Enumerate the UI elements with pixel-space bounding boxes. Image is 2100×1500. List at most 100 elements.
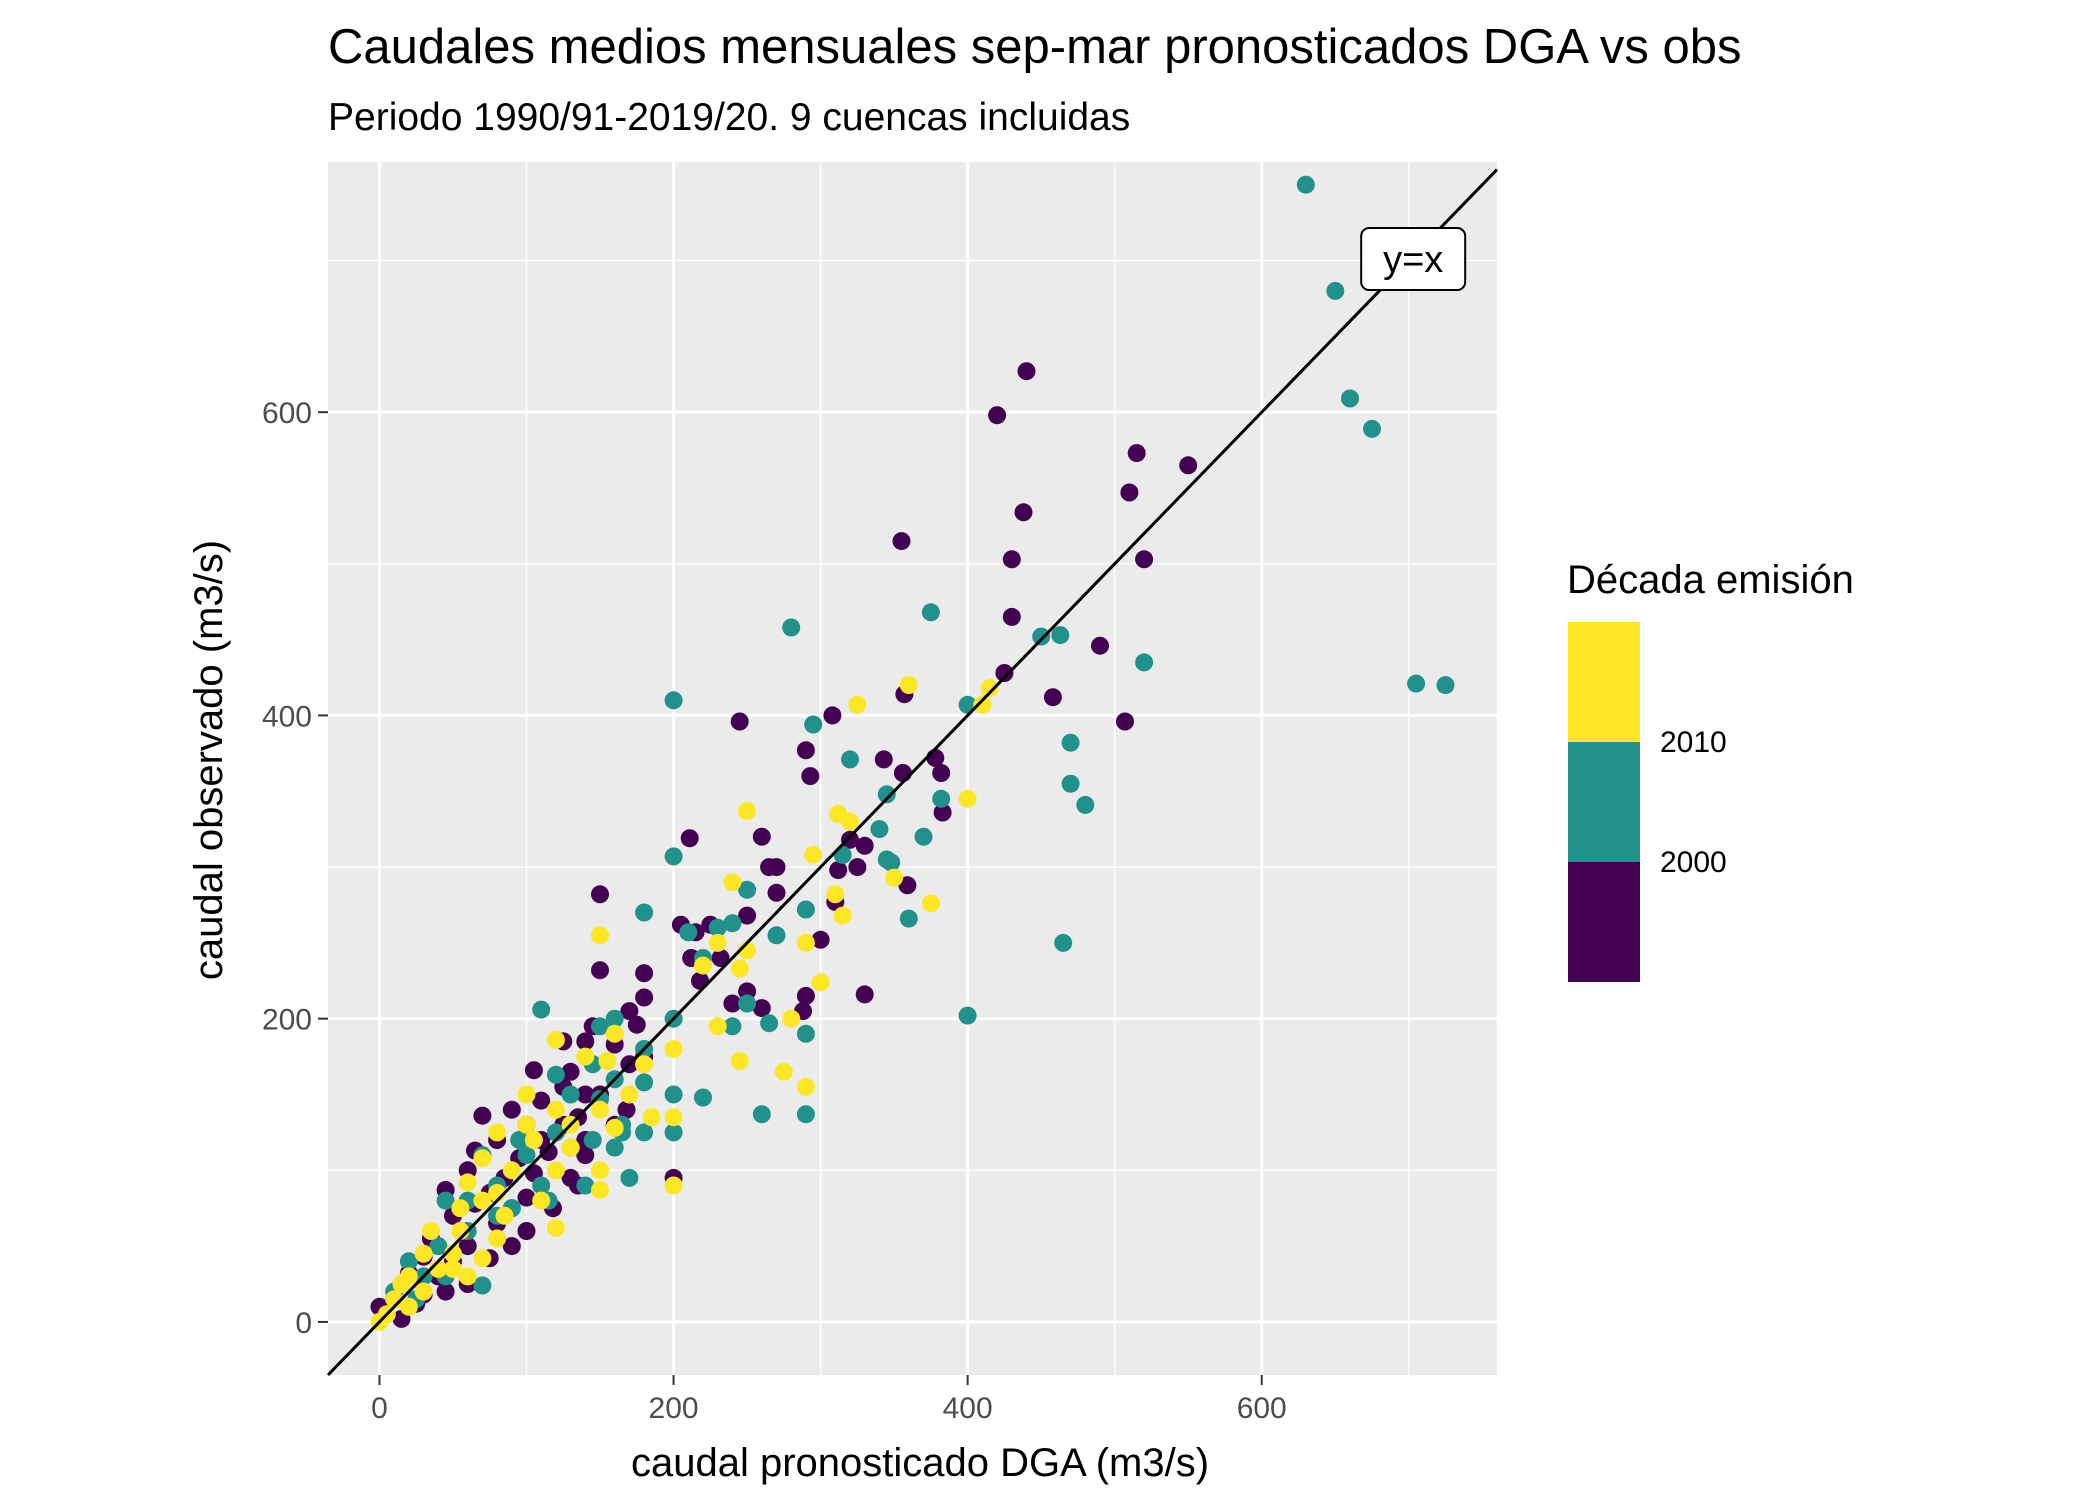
x-tick-label: 0 <box>371 1392 388 1425</box>
data-point <box>436 1191 455 1210</box>
data-point <box>708 933 727 952</box>
data-point <box>510 1131 529 1149</box>
data-point <box>620 1002 639 1021</box>
data-point <box>473 1106 492 1125</box>
y-tick-label: 400 <box>262 700 312 733</box>
data-point <box>804 715 823 734</box>
data-point <box>635 988 654 1007</box>
data-point <box>664 691 683 710</box>
data-point <box>932 764 951 782</box>
data-point <box>561 1138 580 1157</box>
chart-title: Caudales medios mensuales sep-mar pronos… <box>328 20 1742 74</box>
data-point <box>723 873 742 892</box>
data-point <box>774 1062 793 1081</box>
data-point <box>841 750 859 769</box>
data-point <box>635 903 654 922</box>
data-point <box>738 880 757 899</box>
data-point <box>782 618 801 637</box>
data-point <box>796 900 815 919</box>
x-tick-label: 400 <box>943 1392 993 1425</box>
data-point <box>848 858 867 877</box>
legend-swatch <box>1568 742 1640 862</box>
data-point <box>458 1237 477 1256</box>
data-point <box>723 994 742 1013</box>
data-point <box>1061 774 1080 793</box>
data-point <box>488 1123 507 1142</box>
data-point <box>502 1100 521 1119</box>
data-point <box>576 1047 595 1066</box>
data-point <box>517 1188 536 1207</box>
data-point <box>680 829 699 848</box>
data-point <box>841 830 859 849</box>
data-point <box>823 706 842 725</box>
data-point <box>1032 627 1051 646</box>
data-point <box>796 741 815 760</box>
data-point <box>995 664 1014 682</box>
data-point <box>583 1131 602 1149</box>
data-point <box>429 1237 448 1256</box>
data-point <box>664 1123 683 1142</box>
reference-line <box>326 168 1499 1377</box>
data-point <box>546 1218 565 1237</box>
data-point <box>576 1032 595 1051</box>
data-point <box>473 1191 492 1210</box>
data-point <box>605 1024 624 1043</box>
data-point <box>591 961 609 980</box>
data-point <box>855 985 874 1004</box>
data-point <box>833 906 852 925</box>
data-point <box>892 532 911 551</box>
data-point <box>829 861 848 880</box>
data-point <box>1076 795 1095 814</box>
data-point <box>620 1085 639 1104</box>
data-point <box>488 1229 507 1248</box>
data-point <box>708 1017 727 1036</box>
data-point <box>914 827 933 846</box>
data-point <box>1127 444 1146 463</box>
data-point <box>664 847 683 866</box>
data-point <box>885 868 904 887</box>
data-point <box>539 1143 558 1162</box>
data-point <box>517 1085 536 1104</box>
data-point <box>1135 653 1154 672</box>
data-point <box>899 676 918 695</box>
data-point <box>414 1282 433 1301</box>
data-point <box>730 712 749 731</box>
data-point <box>532 1091 551 1110</box>
data-point <box>1436 676 1455 695</box>
data-point <box>444 1259 462 1278</box>
data-point <box>502 1161 521 1180</box>
data-point <box>932 789 951 808</box>
data-point <box>1179 456 1198 475</box>
data-point <box>811 973 830 992</box>
data-point <box>617 1100 636 1119</box>
data-point <box>591 1161 609 1180</box>
data-point <box>473 1276 492 1295</box>
data-point <box>1341 389 1359 408</box>
y-tick-label: 600 <box>262 397 312 430</box>
data-point <box>782 1009 801 1028</box>
data-point <box>1051 626 1070 645</box>
data-point <box>517 1222 536 1240</box>
data-point <box>796 1077 815 1096</box>
data-point <box>495 1206 514 1225</box>
legend-colorbar: 2010 2000 <box>1568 622 1727 982</box>
data-point <box>738 906 757 925</box>
axis-ticks: 0 200 400 600 0 200 400 600 <box>262 397 1287 1425</box>
y-axis-title: caudal observado (m3/s) <box>187 540 231 980</box>
x-tick-label: 200 <box>649 1392 699 1425</box>
y-tick-label: 0 <box>295 1307 312 1340</box>
data-point <box>694 1088 712 1107</box>
data-point <box>796 933 815 952</box>
data-point <box>988 406 1007 425</box>
data-point <box>723 1017 742 1036</box>
reference-line-label-box <box>1360 227 1467 292</box>
data-point <box>921 603 940 622</box>
data-point <box>392 1275 411 1293</box>
data-point <box>882 853 901 872</box>
data-point <box>855 836 874 855</box>
data-point <box>1054 933 1073 952</box>
data-point <box>899 909 918 928</box>
data-point <box>1296 175 1315 194</box>
x-tick-label: 600 <box>1237 1392 1287 1425</box>
data-point <box>524 1131 543 1149</box>
